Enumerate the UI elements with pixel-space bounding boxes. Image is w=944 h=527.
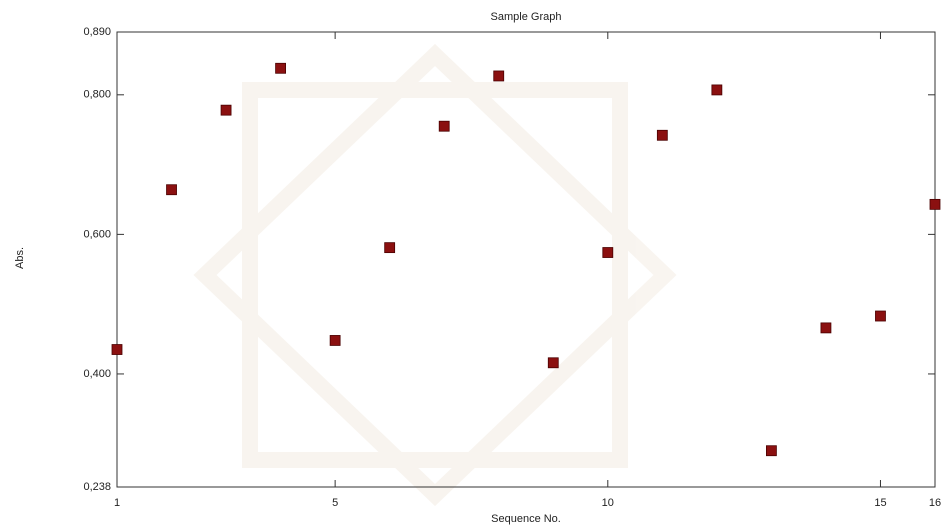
x-tick-label: 5: [332, 497, 338, 509]
x-tick-label: 1: [114, 497, 120, 509]
chart-title: Sample Graph: [491, 11, 562, 23]
point: [821, 323, 831, 333]
point: [548, 358, 558, 368]
y-tick-label: 0,600: [83, 228, 111, 240]
watermark: [205, 55, 665, 495]
x-tick-label: 16: [929, 497, 941, 509]
x-tick-label: 15: [874, 497, 886, 509]
point: [276, 63, 286, 73]
point: [930, 199, 940, 209]
point: [221, 105, 231, 115]
point: [603, 248, 613, 258]
y-tick-label: 0,890: [83, 26, 111, 38]
point: [494, 71, 504, 81]
point: [439, 121, 449, 131]
point: [657, 130, 667, 140]
point: [330, 335, 340, 345]
point: [875, 311, 885, 321]
point: [112, 345, 122, 355]
chart: Sample Graph Sequence No. Abs. 0,238 0,40…: [0, 0, 944, 527]
point: [712, 85, 722, 95]
x-tick-label: 10: [602, 497, 614, 509]
y-tick-label: 0,800: [83, 89, 111, 101]
point: [385, 243, 395, 253]
point: [167, 185, 177, 195]
y-tick-label: 0,400: [83, 368, 111, 380]
x-axis-title: Sequence No.: [491, 513, 561, 525]
y-tick-label: 0,238: [83, 481, 111, 493]
point: [766, 446, 776, 456]
y-axis-title: Abs.: [14, 247, 26, 269]
